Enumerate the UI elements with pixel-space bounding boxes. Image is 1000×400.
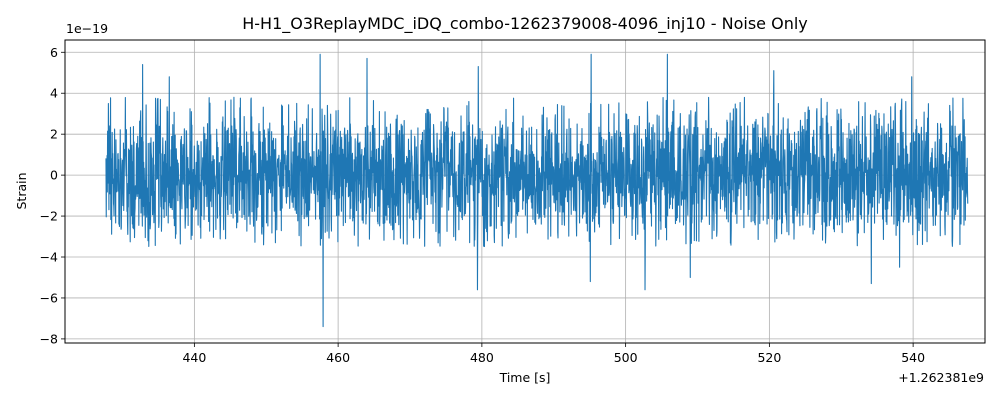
y-tick-label: −2: [40, 209, 58, 224]
y-tick-label: 2: [50, 127, 58, 142]
chart-title: H-H1_O3ReplayMDC_iDQ_combo-1262379008-40…: [242, 14, 808, 34]
y-tick-label: −4: [40, 250, 58, 265]
x-tick-label: 520: [757, 350, 781, 365]
tick-marks: 440 460 480 500 520 540 −8 −6 −4 −2 0 2 4 6: [40, 45, 926, 365]
y-tick-label: 0: [50, 168, 58, 183]
plot-frame: [64, 39, 986, 344]
y-tick-label: −8: [40, 331, 58, 346]
x-axis-label: Time [s]: [499, 370, 551, 385]
x-tick-label: 540: [901, 350, 925, 365]
x-tick-label: 480: [470, 350, 494, 365]
x-tick-label: 460: [326, 350, 350, 365]
x-tick-label: 440: [182, 350, 206, 365]
y-axis-label: Strain: [14, 172, 29, 209]
y-tick-label: 6: [50, 45, 58, 60]
x-tick-label: 500: [614, 350, 638, 365]
strain-line: [105, 53, 969, 328]
data-series: [105, 53, 969, 328]
y-tick-label: 4: [50, 86, 58, 101]
y-scale-text: 1e−19: [66, 21, 108, 36]
y-tick-label: −6: [40, 290, 58, 305]
x-offset-text: +1.262381e9: [898, 370, 984, 385]
